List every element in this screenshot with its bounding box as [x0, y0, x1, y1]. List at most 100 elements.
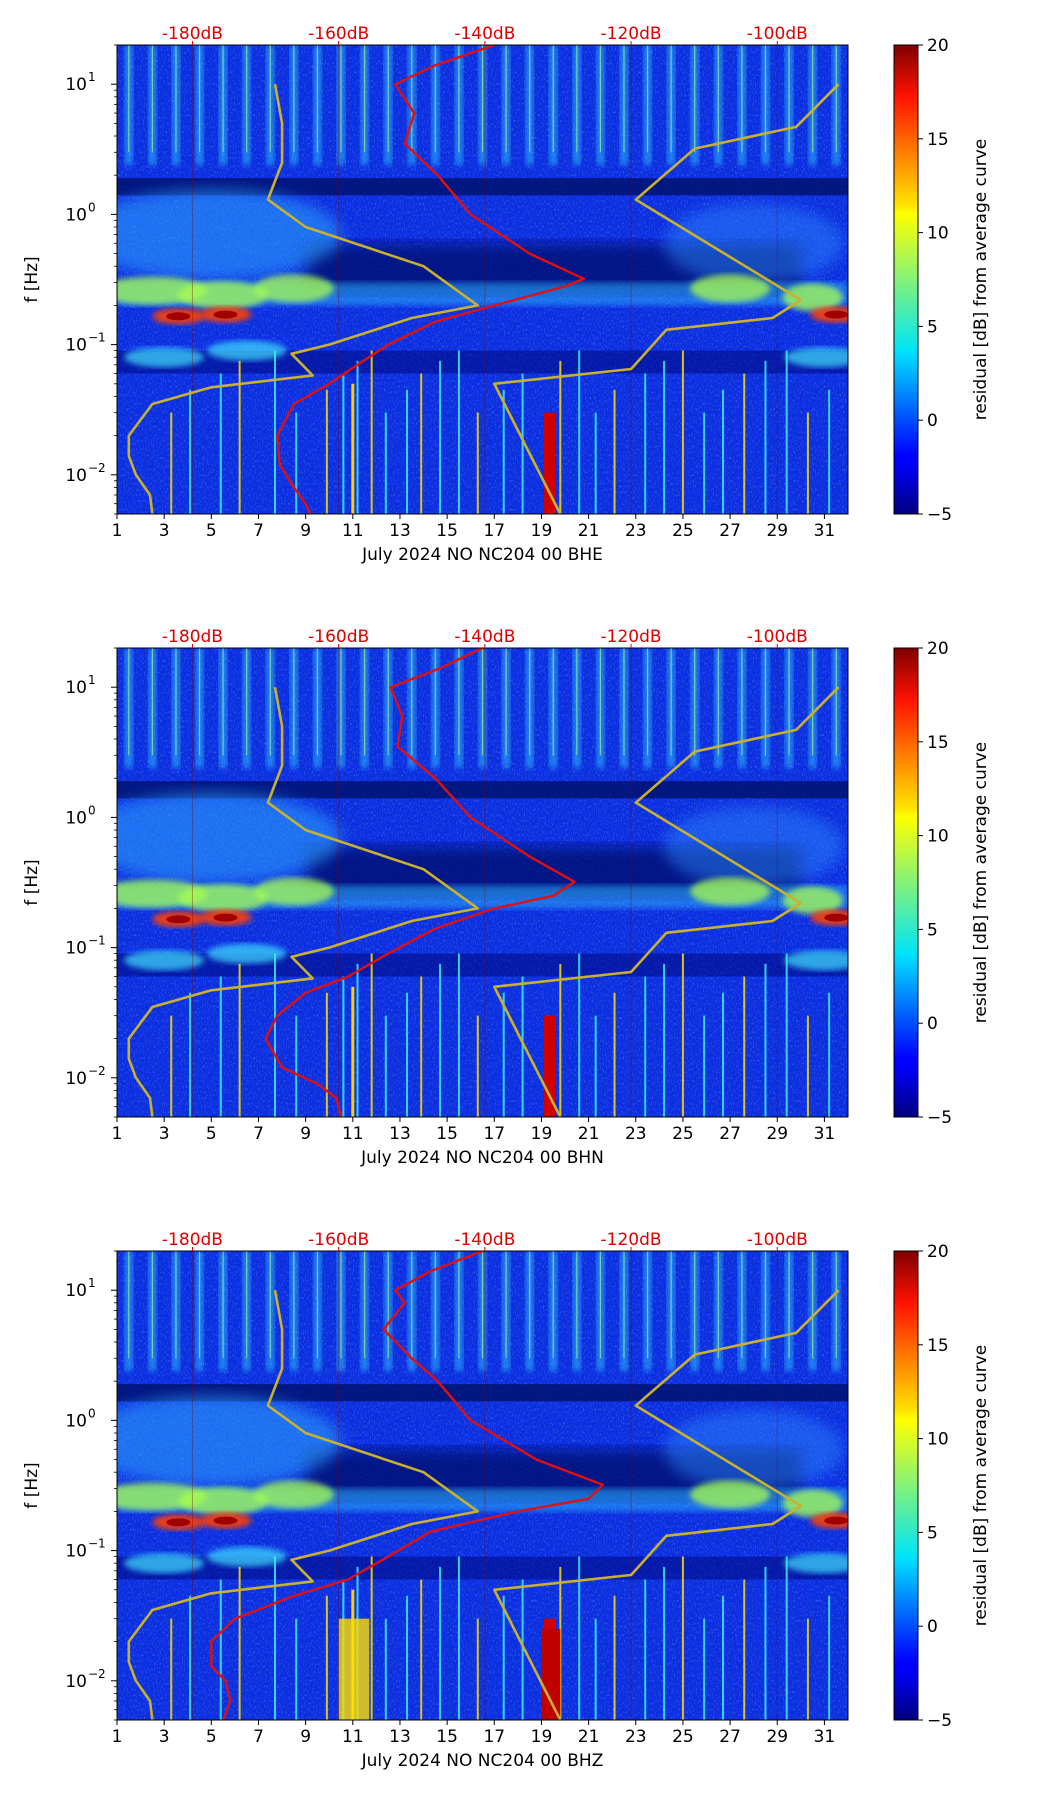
dark-band-low	[117, 1556, 848, 1580]
x-tick-label: 23	[625, 1124, 647, 1144]
y-tick-exponent: 1	[88, 673, 96, 687]
hot-core	[166, 312, 191, 321]
x-tick-label: 27	[719, 521, 741, 541]
colorbar-tick-label: 5	[927, 1523, 938, 1543]
y-axis-label: f [Hz]	[22, 859, 42, 905]
colorbar: −5 0 5 10 15 20 residual [dB] from average cur…	[893, 639, 991, 1128]
secondary-blob	[784, 347, 848, 368]
hot-core	[824, 913, 848, 922]
x-tick-label: 31	[814, 1727, 836, 1747]
db-tick-label: -100dB	[747, 627, 808, 647]
x-tick-label: 17	[483, 1124, 505, 1144]
average-PSD-curve	[276, 45, 586, 514]
y-tick-exponent: 0	[88, 200, 96, 214]
energy-blob	[690, 274, 771, 303]
x-tick-label: 15	[436, 521, 458, 541]
colorbar-tick-label: 0	[927, 1617, 938, 1637]
colorbar-gradient	[893, 1250, 919, 1721]
x-tick-label: 25	[672, 1727, 694, 1747]
secondary-blob	[206, 340, 287, 361]
low-noise-model-curve	[127, 1289, 480, 1720]
y-tick-exponent: 1	[88, 1276, 96, 1290]
dark-band	[117, 781, 848, 799]
plot-frame	[116, 647, 849, 1118]
colorbar-tick-label: 10	[927, 224, 949, 244]
x-tick-label: 11	[342, 1124, 364, 1144]
strong-event	[541, 1628, 561, 1720]
y-tick-exponent: −1	[88, 934, 106, 948]
x-tick-label: 5	[206, 521, 217, 541]
db-tick-label: -100dB	[747, 1230, 808, 1250]
x-tick-label: 19	[531, 1727, 553, 1747]
y-tick-exponent: 0	[88, 1406, 96, 1420]
dark-band-low	[117, 350, 848, 374]
y-tick-exponent: −2	[88, 461, 106, 475]
y-tick-label: 10	[65, 1281, 87, 1301]
x-tick-label: 7	[253, 1124, 264, 1144]
x-tick-label: 3	[159, 1727, 170, 1747]
x-tick-label: 29	[766, 1727, 788, 1747]
y-tick-label: 10	[65, 678, 87, 698]
secondary-blob	[124, 1553, 205, 1574]
hot-core	[213, 913, 238, 922]
db-tick-label: -100dB	[747, 24, 808, 44]
hot-core	[213, 310, 238, 319]
colorbar-tick-label: 15	[927, 1336, 949, 1356]
spectrogram-image	[117, 648, 848, 1117]
microseism-glow	[117, 189, 342, 280]
x-tick-label: 23	[625, 1727, 647, 1747]
energy-blob	[178, 1487, 269, 1516]
y-tick-label: 10	[65, 1542, 87, 1562]
y-tick-exponent: −1	[88, 331, 106, 345]
dark-band	[117, 1384, 848, 1402]
dark-band	[117, 178, 848, 196]
y-tick-label: 10	[65, 466, 87, 486]
x-tick-label: 9	[300, 1124, 311, 1144]
microseism-glow	[663, 203, 844, 284]
colorbar-label: residual [dB] from average curve	[971, 139, 991, 420]
hot-core	[824, 1516, 848, 1525]
x-tick-label: 1	[112, 1727, 123, 1747]
average-PSD-curve	[264, 648, 576, 1117]
x-tick-label: 17	[483, 521, 505, 541]
energy-blob	[253, 274, 334, 303]
y-tick-exponent: 0	[88, 803, 96, 817]
x-tick-label: 29	[766, 1124, 788, 1144]
colorbar-tick-label: −5	[927, 1711, 952, 1731]
x-tick-label: 25	[672, 521, 694, 541]
plot-frame	[116, 44, 849, 515]
secondary-blob	[206, 1546, 287, 1567]
secondary-blob	[784, 950, 848, 971]
x-tick-label: 29	[766, 521, 788, 541]
energy-blob	[782, 1489, 843, 1518]
y-tick-label: 10	[65, 205, 87, 225]
high-noise-model-curve	[492, 1289, 840, 1720]
x-tick-label: 9	[300, 1727, 311, 1747]
average-PSD-curve	[210, 1251, 604, 1720]
energy-blob	[178, 281, 269, 310]
x-tick-label: 7	[253, 1727, 264, 1747]
x-tick-label: 11	[342, 1727, 364, 1747]
y-tick-label: 10	[65, 808, 87, 828]
colorbar-tick-label: 20	[927, 1242, 949, 1262]
colorbar-tick-label: −5	[927, 1108, 952, 1128]
x-tick-label: 15	[436, 1124, 458, 1144]
x-tick-label: 3	[159, 1124, 170, 1144]
energy-blob	[690, 1480, 771, 1509]
db-tick-label: -140dB	[454, 627, 515, 647]
spectrogram-image	[117, 1251, 848, 1720]
microseism-glow	[663, 1409, 844, 1490]
x-axis-label: July 2024 NO NC204 00 BHZ	[361, 1751, 604, 1771]
x-tick-label: 3	[159, 521, 170, 541]
x-tick-label: 21	[578, 1124, 600, 1144]
y-axis-label: f [Hz]	[22, 1462, 42, 1508]
x-tick-label: 27	[719, 1124, 741, 1144]
colorbar-tick-label: 10	[927, 1430, 949, 1450]
y-tick-label: 10	[65, 75, 87, 95]
db-tick-label: -120dB	[601, 1230, 662, 1250]
x-tick-label: 13	[389, 1727, 411, 1747]
db-tick-label: -180dB	[162, 24, 223, 44]
db-tick-label: -180dB	[162, 1230, 223, 1250]
